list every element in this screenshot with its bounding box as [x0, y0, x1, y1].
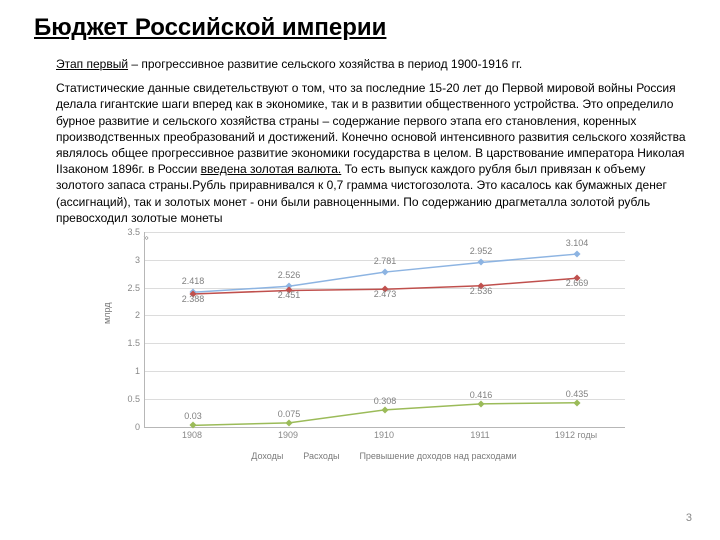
data-value-label: 3.104: [566, 238, 589, 248]
data-value-label: 2.526: [278, 270, 301, 280]
data-value-label: 2.418: [182, 276, 205, 286]
legend-item: Доходы: [251, 451, 283, 461]
data-value-label: 2.473: [374, 289, 397, 299]
x-tick: 1908: [182, 430, 202, 440]
x-tick: 1910: [374, 430, 394, 440]
y-tick: 0: [122, 422, 140, 432]
budget-chart: » млрд 2.4182.5262.7812.9523.1042.3882.4…: [104, 232, 644, 462]
page-title: Бюджет Российской империи: [34, 14, 686, 42]
y-tick: 2: [122, 310, 140, 320]
y-tick: 3: [122, 255, 140, 265]
x-tick: 1911: [470, 430, 489, 440]
page-number: 3: [686, 512, 692, 524]
y-tick: 1: [122, 366, 140, 376]
data-value-label: 0.075: [278, 409, 301, 419]
y-tick: 3.5: [122, 227, 140, 237]
legend-item: Расходы: [303, 451, 339, 461]
data-value-label: 2.388: [182, 294, 205, 304]
body-text: Статистические данные свидетельствуют о …: [56, 80, 686, 226]
y-tick: 2.5: [122, 283, 140, 293]
stage-underlined: Этап первый: [56, 57, 128, 71]
x-tick: 1912 годы: [555, 430, 597, 440]
y-axis-label: млрд: [102, 302, 112, 324]
data-value-label: 0.416: [470, 390, 493, 400]
data-value-label: 0.308: [374, 396, 397, 406]
data-value-label: 2.536: [470, 286, 493, 296]
data-value-label: 2.781: [374, 256, 397, 266]
body-underlined: введена золотая валюта.: [201, 162, 342, 176]
plot-area: 2.418 2.526 2.781 2.952 3.104 2.388 2.451 2.473…: [144, 232, 625, 428]
y-tick: 1.5: [122, 338, 140, 348]
data-value-label: 2.952: [470, 246, 493, 256]
legend-item: Превышение доходов над расходами: [359, 451, 516, 461]
data-value-label: 0.435: [566, 389, 589, 399]
stage-rest: – прогрессивное развитие сельского хозяй…: [128, 57, 522, 71]
data-value-label: 2.451: [278, 290, 301, 300]
data-value-label: 2.669: [566, 278, 589, 288]
x-tick: 1909: [278, 430, 298, 440]
chart-legend: Доходы Расходы Превышение доходов над расх…: [144, 446, 624, 464]
data-value-label: 0.03: [184, 411, 202, 421]
stage-line: Этап первый – прогрессивное развитие сел…: [56, 56, 686, 72]
y-tick: 0.5: [122, 394, 140, 404]
